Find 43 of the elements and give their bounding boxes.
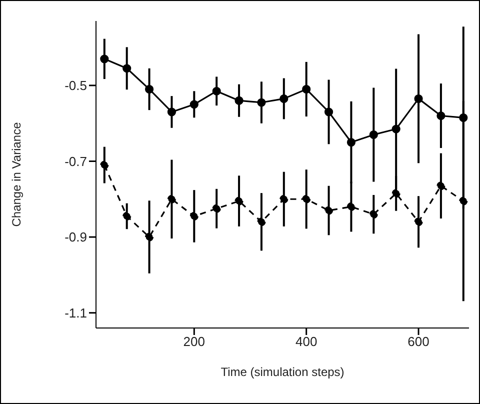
point — [414, 218, 423, 226]
point — [190, 212, 198, 220]
point — [100, 54, 109, 64]
point — [302, 194, 311, 204]
point — [144, 84, 154, 94]
point — [369, 210, 378, 219]
point — [144, 232, 154, 242]
point — [167, 108, 176, 116]
y-tick-label: -0.7 — [64, 154, 87, 169]
point — [257, 218, 266, 226]
point — [280, 94, 288, 103]
point — [436, 111, 446, 120]
point — [346, 202, 356, 212]
point — [257, 98, 266, 107]
point — [234, 196, 244, 206]
x-axis-title: Time (simulation steps) — [220, 365, 344, 379]
point — [302, 84, 311, 94]
point — [414, 94, 423, 103]
point — [459, 113, 468, 122]
x-tick-label: 200 — [183, 334, 206, 350]
point — [122, 212, 132, 220]
point — [436, 182, 446, 190]
y-tick-label: -0.9 — [64, 230, 87, 245]
point — [100, 160, 109, 170]
point — [167, 194, 176, 204]
point — [234, 96, 244, 105]
y-tick-label: -0.5 — [64, 78, 87, 94]
point — [392, 124, 400, 134]
point — [212, 86, 221, 96]
point — [122, 64, 132, 73]
point — [190, 100, 198, 109]
point — [346, 138, 356, 147]
point — [392, 189, 400, 198]
point — [459, 196, 468, 206]
x-tick-label: 400 — [295, 334, 318, 350]
point — [212, 204, 221, 213]
y-tick-label: -1.1 — [64, 305, 87, 320]
point — [324, 206, 334, 215]
point — [324, 108, 334, 116]
x-tick-label: 600 — [408, 334, 430, 350]
point — [280, 194, 288, 204]
point — [369, 130, 378, 140]
y-axis-title: Change in Variance — [9, 122, 24, 227]
